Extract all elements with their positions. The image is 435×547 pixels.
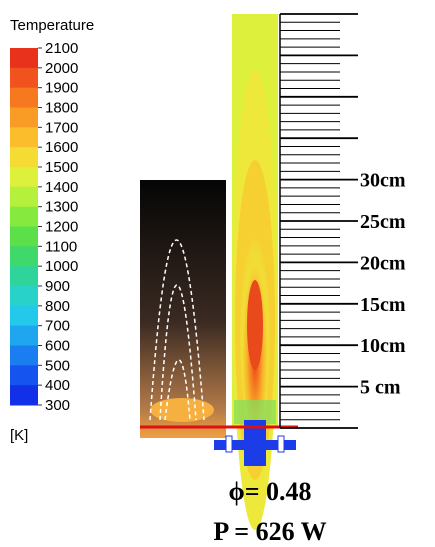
colorbar-band <box>10 246 38 267</box>
colorbar-label: 400 <box>45 377 70 394</box>
colorbar-band <box>10 345 38 366</box>
ruler-label: 15cm <box>360 294 406 316</box>
temperature-contour <box>232 14 278 530</box>
equivalence-ratio: ϕ= 0.48 <box>228 477 311 506</box>
ruler-label: 25cm <box>360 211 406 233</box>
colorbar-band <box>10 325 38 346</box>
colorbar-label: 900 <box>45 278 70 295</box>
ruler-label: 30cm <box>360 170 406 192</box>
colorbar-label: 1000 <box>45 258 78 275</box>
ruler-label: 20cm <box>360 252 406 274</box>
colorbar-band <box>10 305 38 327</box>
colorbar-label: 1500 <box>45 159 78 176</box>
burner <box>214 420 296 466</box>
ruler-label: 5 cm <box>360 377 401 399</box>
colorbar-label: 1600 <box>45 139 78 156</box>
colorbar-label: 500 <box>45 357 70 374</box>
colorbar-label: 1300 <box>45 199 78 216</box>
colorbar-label: 1400 <box>45 179 78 196</box>
flame-photo <box>140 180 226 438</box>
colorbar-band <box>10 385 38 406</box>
colorbar-label: 1200 <box>45 219 78 236</box>
colorbar-label: 600 <box>45 338 70 355</box>
colorbar-band <box>10 167 38 188</box>
ruler-label: 10cm <box>360 335 406 357</box>
colorbar-label: 800 <box>45 298 70 315</box>
colorbar-band <box>10 127 38 148</box>
colorbar-band <box>10 226 38 247</box>
power: P = 626 W <box>213 517 326 546</box>
colorbar-title: Temperature <box>10 17 94 34</box>
colorbar-band <box>10 286 38 307</box>
colorbar-label: 1800 <box>45 100 78 117</box>
colorbar-band <box>10 67 38 89</box>
colorbar-band <box>10 206 38 227</box>
colorbar-label: 1100 <box>45 238 77 255</box>
colorbar-unit: [K] <box>10 427 28 444</box>
colorbar-band <box>10 147 38 168</box>
colorbar: 2100 2000 1900 1800 1700 1600 1500 1400 1300 1200… <box>10 40 78 414</box>
colorbar-band <box>10 107 38 128</box>
colorbar-band <box>10 266 38 287</box>
colorbar-band <box>10 365 38 386</box>
colorbar-label: 1900 <box>45 80 78 97</box>
colorbar-label: 2000 <box>45 60 78 77</box>
colorbar-label: 300 <box>45 397 70 414</box>
colorbar-band <box>10 186 38 208</box>
colorbar-label: 700 <box>45 318 70 335</box>
colorbar-label: 1700 <box>45 119 78 136</box>
ruler: 30cm 25cm 20cm 15cm 10cm 5 cm <box>279 13 406 429</box>
colorbar-label: 2100 <box>45 40 78 57</box>
colorbar-band <box>10 48 38 69</box>
colorbar-band <box>10 87 38 108</box>
